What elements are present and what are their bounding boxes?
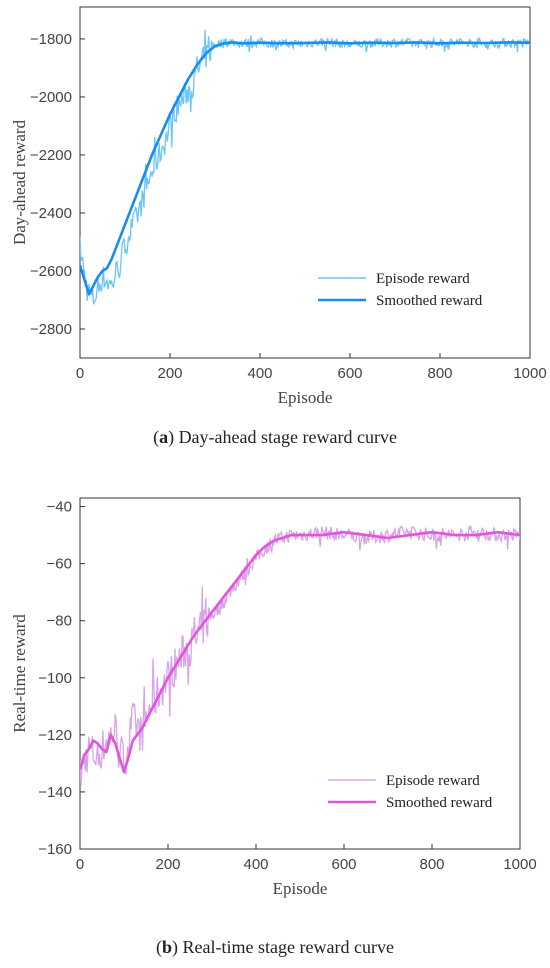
- real-time-y-tick-label: −60: [47, 556, 72, 573]
- caption-a-text: Day-ahead stage reward curve: [178, 427, 397, 447]
- real-time-x-tick-label: 1000: [503, 856, 536, 873]
- real-time-y-tick-label: −100: [38, 670, 72, 687]
- real-time-series-smoothed-reward: [80, 530, 520, 774]
- real-time-legend-label-0: Episode reward: [386, 773, 480, 789]
- day-ahead-x-axis-label: Episode: [278, 388, 333, 407]
- real-time-plot-frame: [79, 497, 521, 850]
- real-time-x-tick-label: 800: [419, 856, 444, 873]
- day-ahead-y-tick-label: −2400: [30, 205, 72, 222]
- day-ahead-x-tick-label: 1000: [513, 365, 546, 382]
- day-ahead-y-axis-label: Day-ahead reward: [10, 119, 29, 245]
- real-time-x-tick-label: 400: [243, 856, 268, 873]
- day-ahead-y-tick-label: −2600: [30, 263, 72, 280]
- day-ahead-series-smoothed-reward: [80, 41, 530, 296]
- real-time-x-tick-label: 200: [155, 856, 180, 873]
- real-time-y-tick-label: −40: [47, 499, 72, 516]
- day-ahead-legend-label-0: Episode reward: [376, 271, 470, 287]
- chart-panel-day-ahead: 0 200 400 600 800 1000 −2800 −2600 −2400 −2200 −20…: [0, 0, 550, 465]
- real-time-y-tick-label: −160: [38, 841, 72, 858]
- caption-b-letter: b: [162, 937, 173, 957]
- day-ahead-y-tick-label: −1800: [30, 31, 72, 48]
- day-ahead-y-tick-label: −2000: [30, 89, 72, 106]
- caption-b-text: Real-time stage reward curve: [182, 937, 394, 957]
- caption-a-letter: a: [159, 427, 169, 447]
- day-ahead-x-tick-label: 200: [157, 365, 182, 382]
- real-time-legend-label-1: Smoothed reward: [386, 795, 493, 811]
- caption-b: (b) Real-time stage reward curve: [156, 937, 394, 957]
- day-ahead-legend-label-1: Smoothed reward: [376, 293, 483, 309]
- day-ahead-x-tick-label: 600: [337, 365, 362, 382]
- real-time-y-tick-label: −140: [38, 784, 72, 801]
- real-time-y-axis-label: Real-time reward: [10, 614, 29, 733]
- caption-a: (a) Day-ahead stage reward curve: [153, 427, 397, 447]
- real-time-x-tick-label: 0: [76, 856, 84, 873]
- day-ahead-plot-frame: [79, 6, 531, 359]
- day-ahead-y-tick-label: −2200: [30, 147, 72, 164]
- day-ahead-x-tick-label: 400: [247, 365, 272, 382]
- real-time-x-axis-label: Episode: [273, 879, 328, 898]
- real-time-y-tick-label: −120: [38, 727, 72, 744]
- chart-panel-real-time: 0 200 400 600 800 1000 −160 −140 −120 −100 −80 −60 −…: [0, 484, 550, 968]
- real-time-y-tick-label: −80: [47, 613, 72, 630]
- day-ahead-reward-chart: 0 200 400 600 800 1000 −2800 −2600 −2400 −2200 −20…: [10, 6, 547, 407]
- day-ahead-x-tick-label: 0: [76, 365, 84, 382]
- day-ahead-x-tick-label: 800: [427, 365, 452, 382]
- real-time-series-episode-reward: [80, 525, 520, 787]
- real-time-x-tick-label: 600: [331, 856, 356, 873]
- real-time-reward-chart: 0 200 400 600 800 1000 −160 −140 −120 −100 −80 −60 −…: [10, 497, 537, 898]
- day-ahead-y-tick-label: −2800: [30, 321, 72, 338]
